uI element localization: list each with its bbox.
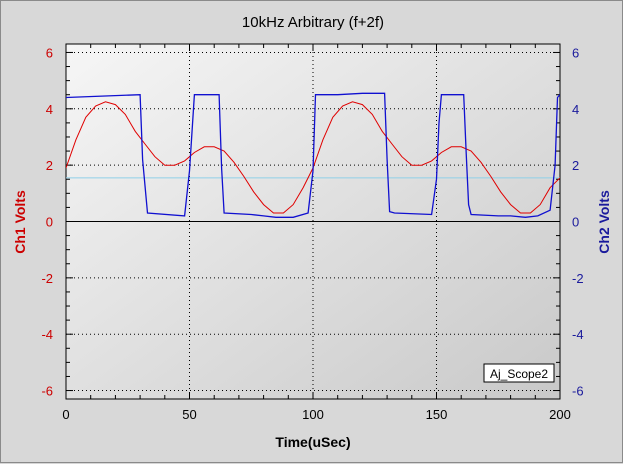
x-tick-label: 0 — [62, 407, 69, 422]
x-axis-title: Time(uSec) — [275, 434, 350, 450]
left-tick-label: 2 — [46, 158, 53, 173]
right-axis-ticks: 6 4 2 0 -2 -4 -6 — [572, 45, 584, 398]
x-tick-label: 150 — [426, 407, 448, 422]
right-tick-label: -4 — [572, 327, 584, 342]
right-tick-label: -2 — [572, 271, 584, 286]
right-tick-label: -6 — [572, 384, 584, 399]
right-tick-label: 2 — [572, 158, 579, 173]
chart-title: 10kHz Arbitrary (f+2f) — [242, 14, 384, 31]
ch2-trace — [66, 92, 560, 218]
x-tick-label: 100 — [302, 407, 324, 422]
legend-label: Aj_Scope2 — [490, 367, 548, 381]
legend-box: Aj_Scope2 — [483, 363, 555, 383]
x-axis-ticks: 0 50 100 150 200 — [62, 407, 570, 422]
left-tick-label: -4 — [41, 327, 53, 342]
left-tick-label: 4 — [46, 102, 53, 117]
x-tick-label: 200 — [549, 407, 571, 422]
left-axis-ticks: 6 4 2 0 -2 -4 -6 — [41, 45, 53, 398]
left-tick-label: -6 — [41, 384, 53, 399]
right-tick-label: 4 — [572, 102, 579, 117]
reference-lines — [66, 177, 560, 222]
grid-lines — [65, 44, 561, 399]
legend-frame — [483, 363, 555, 383]
right-axis-title: Ch2 Volts — [596, 190, 612, 254]
right-tick-label: 6 — [572, 45, 579, 60]
left-tick-label: 0 — [46, 215, 53, 230]
left-axis-title: Ch1 Volts — [12, 190, 28, 254]
right-tick-label: 0 — [572, 215, 579, 230]
left-tick-label: 6 — [46, 45, 53, 60]
left-tick-label: -2 — [41, 271, 53, 286]
traces — [66, 92, 560, 218]
x-tick-label: 50 — [182, 407, 196, 422]
